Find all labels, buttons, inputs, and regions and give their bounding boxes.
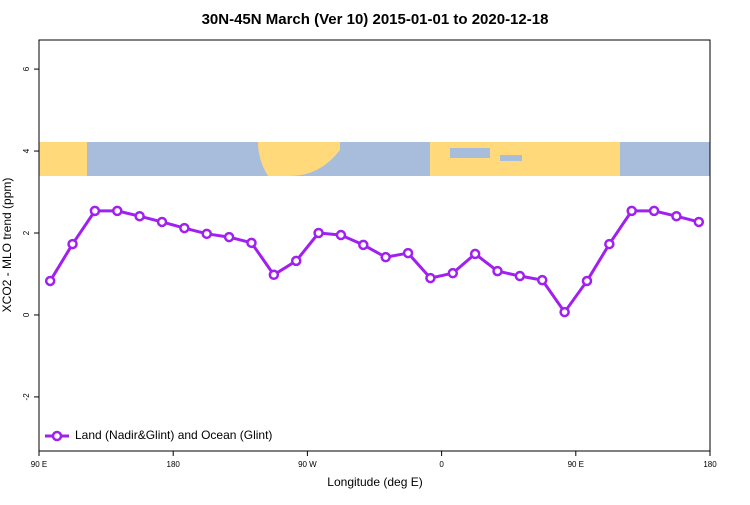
data-point bbox=[290, 255, 302, 267]
x-tick-label: 180 bbox=[703, 460, 717, 469]
data-point bbox=[335, 229, 347, 241]
x-tick-label: 0 bbox=[439, 460, 444, 469]
data-point bbox=[358, 239, 369, 251]
data-point bbox=[201, 228, 212, 240]
y-tick-label: -2 bbox=[22, 393, 31, 401]
data-point bbox=[492, 265, 503, 277]
x-axis-label: Longitude (deg E) bbox=[327, 475, 422, 489]
data-point bbox=[89, 205, 101, 217]
data-point bbox=[581, 275, 593, 287]
data-point bbox=[268, 269, 280, 281]
data-point bbox=[179, 222, 190, 234]
map-strip bbox=[39, 142, 710, 176]
legend-label: Land (Nadir&Glint) and Ocean (Glint) bbox=[75, 428, 272, 442]
data-point bbox=[693, 216, 705, 228]
plot-frame bbox=[38, 39, 711, 452]
data-point bbox=[626, 205, 637, 217]
data-point bbox=[514, 270, 526, 282]
x-tick-label: 90 E bbox=[31, 460, 47, 469]
data-point bbox=[134, 210, 145, 222]
data-point bbox=[156, 216, 168, 228]
data-point bbox=[223, 231, 235, 243]
data-point bbox=[402, 247, 414, 259]
series-line bbox=[48, 209, 700, 315]
y-tick-label: 0 bbox=[22, 312, 31, 317]
data-point bbox=[246, 237, 257, 249]
data-point bbox=[67, 238, 78, 250]
data-point bbox=[44, 275, 56, 287]
data-point bbox=[671, 210, 682, 222]
y-tick-label: 6 bbox=[22, 66, 31, 71]
data-point bbox=[604, 238, 615, 250]
y-tick-label: 2 bbox=[22, 230, 31, 235]
data-point bbox=[447, 267, 459, 279]
data-point bbox=[648, 205, 660, 217]
x-tick-label: 180 bbox=[167, 460, 181, 469]
data-point bbox=[425, 272, 436, 284]
chart-title: 30N-45N March (Ver 10) 2015-01-01 to 202… bbox=[202, 11, 549, 28]
data-point bbox=[313, 227, 324, 239]
data-point bbox=[537, 274, 548, 286]
y-tick-label: 4 bbox=[22, 148, 31, 153]
x-tick-label: 90 W bbox=[298, 460, 317, 469]
y-axis-label: XCO2 - MLO trend (ppm) bbox=[0, 178, 14, 313]
legend-marker bbox=[51, 430, 63, 442]
data-point bbox=[112, 205, 123, 217]
data-point bbox=[380, 251, 391, 263]
x-tick-label: 90 E bbox=[568, 460, 584, 469]
data-point bbox=[559, 306, 570, 318]
data-point bbox=[469, 248, 481, 260]
